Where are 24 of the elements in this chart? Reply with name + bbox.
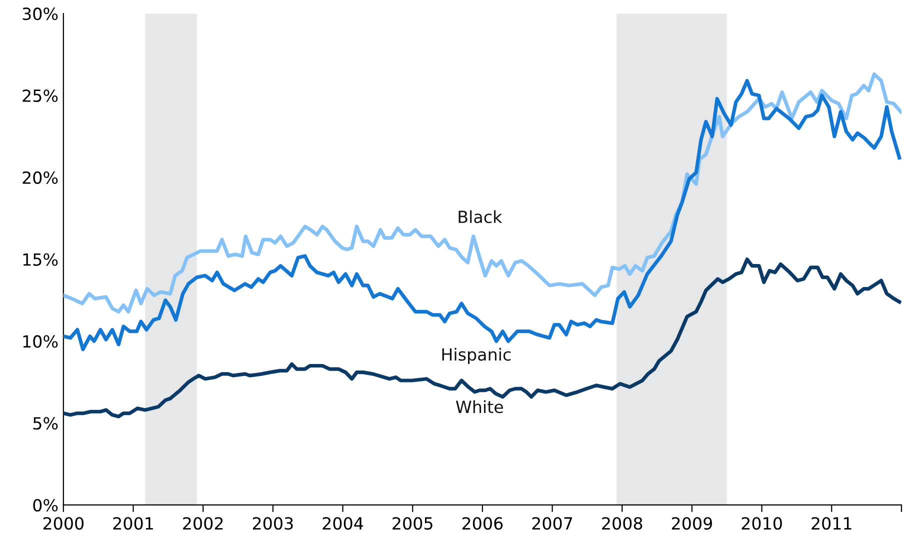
y-tick-label: 5%	[33, 417, 58, 430]
x-tick-label: 2004	[322, 517, 364, 530]
x-tick-label: 2010	[742, 517, 782, 530]
y-tick-label: 30%	[22, 8, 58, 20]
x-tick-label: 2006	[462, 517, 503, 530]
y-tick-label: 25%	[22, 89, 58, 102]
x-tick-label: 2007	[532, 517, 572, 530]
x-tick-label: 2008	[602, 517, 642, 530]
series-label: Black	[458, 210, 502, 224]
series-label: Hispanic	[442, 348, 511, 364]
x-tick-label: 2011	[812, 517, 852, 530]
y-tick-label: 20%	[22, 171, 58, 184]
y-tick-label: 0%	[33, 498, 58, 512]
x-tick-label: 2003	[252, 517, 293, 530]
x-tick-label: 2005	[392, 517, 432, 530]
series-label: White	[456, 400, 503, 414]
y-tick-label: 10%	[23, 335, 58, 348]
x-tick-label: 2000	[43, 517, 84, 530]
x-tick-label: 2002	[183, 517, 223, 530]
line-series	[63, 257, 902, 418]
line-series	[63, 72, 902, 314]
x-tick-label: 2009	[672, 517, 712, 530]
y-tick-label: 15%	[23, 253, 58, 266]
x-tick-label: 2001	[113, 517, 153, 530]
